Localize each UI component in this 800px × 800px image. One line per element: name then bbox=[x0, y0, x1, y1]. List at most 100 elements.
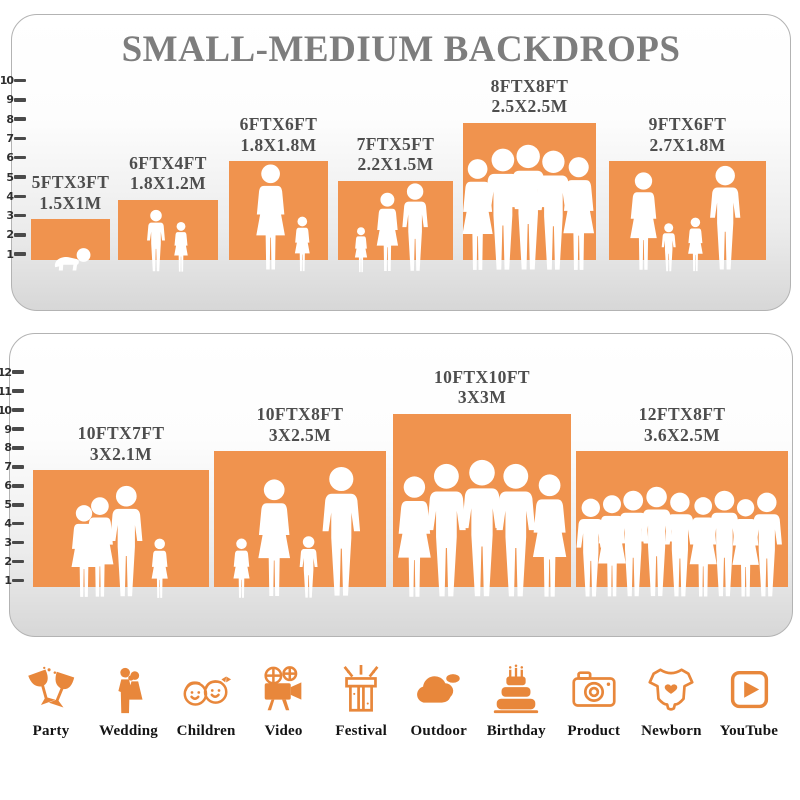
video-camera-icon bbox=[257, 660, 311, 718]
axis-tick-mark bbox=[14, 117, 26, 121]
backdrop-size-label: 10FTX8FT 3X2.5M bbox=[200, 404, 400, 445]
category-youtube: YouTube bbox=[712, 660, 786, 740]
size-meters: 3X3M bbox=[457, 387, 507, 407]
category-party: Party bbox=[14, 660, 88, 740]
backdrop-size-label: 5FTX3FT 1.5X1M bbox=[0, 172, 171, 213]
people-silhouette bbox=[54, 248, 91, 271]
axis-tick-mark bbox=[14, 155, 26, 160]
size-meters: 1.8X1.8M bbox=[240, 134, 317, 155]
axis-tick: 7 bbox=[0, 132, 26, 145]
axis-tick: 9 bbox=[0, 93, 26, 106]
axis-tick: 1 bbox=[0, 574, 24, 587]
size-meters: 3X2.1M bbox=[89, 443, 153, 464]
category-label: Wedding bbox=[99, 723, 159, 739]
category-video: Video bbox=[247, 660, 321, 740]
axis-tick: 4 bbox=[0, 517, 24, 530]
axis-tick-mark bbox=[12, 503, 24, 507]
axis-tick-mark bbox=[12, 578, 24, 583]
axis-tick: 4 bbox=[0, 190, 26, 203]
axis-tick-label: 9 bbox=[4, 422, 12, 436]
outdoor-cloud-icon bbox=[412, 660, 466, 718]
children-faces-icon bbox=[179, 660, 233, 718]
festival-gift-icon bbox=[334, 660, 388, 718]
size-meters: 1.5X1M bbox=[39, 192, 102, 213]
axis-tick-label: 3 bbox=[6, 209, 14, 223]
category-birthday: Birthday bbox=[479, 660, 553, 740]
axis-tick-mark bbox=[12, 408, 24, 412]
category-label: Product bbox=[567, 723, 621, 739]
axis-tick: 3 bbox=[0, 536, 24, 549]
axis-tick-mark bbox=[14, 175, 26, 179]
size-feet: 5FTX3FT bbox=[31, 172, 110, 193]
axis-tick: 1 bbox=[0, 248, 26, 261]
axis-tick: 5 bbox=[0, 171, 26, 184]
backdrop-size-label: 7FTX5FT 2.2X1.5M bbox=[296, 134, 496, 175]
axis-tick: 12 bbox=[0, 366, 24, 379]
axis-tick-mark bbox=[14, 98, 26, 102]
people-silhouette bbox=[462, 144, 595, 270]
axis-tick-mark bbox=[12, 521, 24, 526]
axis-tick-label: 4 bbox=[6, 189, 14, 203]
axis-tick-label: 3 bbox=[4, 536, 12, 550]
axis-tick-label: 4 bbox=[4, 517, 12, 531]
axis-tick-mark bbox=[12, 427, 24, 431]
axis-tick-mark bbox=[14, 136, 26, 141]
page-title: SMALL-MEDIUM BACKDROPS bbox=[121, 29, 681, 70]
axis-tick: 8 bbox=[0, 441, 24, 454]
size-feet: 10FTX10FT bbox=[434, 366, 530, 387]
backdrop-size-label: 12FTX8FT 3.6X2.5M bbox=[582, 404, 782, 445]
wedding-couple-icon bbox=[102, 660, 156, 718]
backdrop-size-label: 8FTX8FT 2.5X2.5M bbox=[430, 76, 630, 117]
axis-tick-mark bbox=[12, 446, 24, 450]
category-label: Birthday bbox=[486, 723, 546, 739]
birthday-cake-icon bbox=[489, 660, 543, 718]
size-feet: 8FTX8FT bbox=[490, 75, 569, 96]
people-silhouette bbox=[576, 487, 782, 597]
category-product: Product bbox=[557, 660, 631, 740]
backdrop-size-label: 10FTX10FT 3X3M bbox=[382, 367, 582, 408]
axis-tick-label: 10 bbox=[0, 403, 12, 417]
axis-tick-mark bbox=[12, 484, 24, 488]
category-row: Party Wedding Children Video Festival Outdoor… bbox=[0, 660, 800, 740]
axis-tick: 11 bbox=[0, 385, 24, 398]
axis-tick-mark bbox=[12, 559, 24, 564]
category-children: Children bbox=[169, 660, 243, 740]
axis-tick: 6 bbox=[0, 479, 24, 492]
people-silhouette bbox=[147, 209, 188, 272]
axis-tick: 10 bbox=[0, 74, 26, 87]
size-feet: 7FTX5FT bbox=[356, 133, 435, 154]
youtube-play-icon bbox=[722, 660, 776, 718]
backdrop-size-label: 6FTX4FT 1.8X1.2M bbox=[68, 153, 268, 194]
category-label: Outdoor bbox=[410, 723, 467, 739]
size-feet: 9FTX6FT bbox=[648, 114, 727, 135]
size-meters: 3X2.5M bbox=[268, 424, 332, 445]
axis-tick-label: 2 bbox=[4, 555, 12, 569]
size-feet: 6FTX6FT bbox=[239, 114, 318, 135]
axis-tick-mark bbox=[12, 389, 24, 393]
category-festival: Festival bbox=[324, 660, 398, 740]
backdrop-size-label: 10FTX7FT 3X2.1M bbox=[21, 423, 221, 464]
backdrop-bar bbox=[31, 219, 110, 260]
axis-tick-mark bbox=[12, 370, 24, 374]
backdrop-size-label: 6FTX6FT 1.8X1.8M bbox=[179, 114, 379, 155]
product-camera-icon bbox=[567, 660, 621, 718]
axis-tick-label: 7 bbox=[4, 460, 12, 474]
category-label: YouTube bbox=[719, 723, 779, 739]
axis-tick-label: 5 bbox=[4, 498, 12, 512]
size-meters: 2.2X1.5M bbox=[357, 154, 434, 174]
size-feet: 10FTX8FT bbox=[256, 404, 344, 425]
size-meters: 3.6X2.5M bbox=[643, 424, 721, 445]
size-meters: 2.7X1.8M bbox=[649, 134, 726, 155]
axis-tick: 9 bbox=[0, 423, 24, 436]
axis-tick: 2 bbox=[0, 228, 26, 241]
axis-tick-mark bbox=[14, 78, 26, 83]
size-feet: 12FTX8FT bbox=[638, 404, 726, 425]
people-silhouette bbox=[354, 182, 428, 272]
size-feet: 10FTX7FT bbox=[77, 423, 165, 444]
people-silhouette bbox=[630, 166, 741, 272]
axis-tick: 8 bbox=[0, 113, 26, 126]
category-label: Festival bbox=[335, 723, 387, 739]
people-silhouette bbox=[398, 459, 567, 597]
axis-tick-label: 1 bbox=[4, 574, 12, 588]
